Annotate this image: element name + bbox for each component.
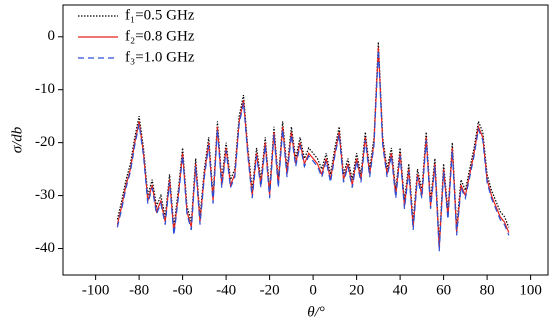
data-line xyxy=(116,49,510,252)
x-tick-label: -100 xyxy=(82,282,110,298)
y-axis-label: σ/db xyxy=(9,126,25,153)
x-tick-label: -20 xyxy=(260,282,280,298)
plot-frame xyxy=(62,4,549,276)
x-tick-label: 100 xyxy=(519,282,542,298)
x-tick-label: 20 xyxy=(349,282,364,298)
legend-label: f₃=1.0 GHz xyxy=(125,49,195,65)
x-tick-label: 40 xyxy=(393,282,408,298)
legend-label: f₁=0.5 GHz xyxy=(125,7,195,23)
x-axis-label: θ/° xyxy=(307,304,325,320)
x-tick-label: -60 xyxy=(173,282,193,298)
x-tick-label: -80 xyxy=(129,282,149,298)
x-tick-label: 60 xyxy=(436,282,451,298)
y-tick-label: -20 xyxy=(35,134,55,150)
x-tick-label: 0 xyxy=(309,282,317,298)
x-tick-label: 80 xyxy=(480,282,495,298)
y-tick-label: -40 xyxy=(35,240,55,256)
y-tick-label: -30 xyxy=(35,187,55,203)
data-line xyxy=(116,47,510,249)
x-tick-label: -40 xyxy=(216,282,236,298)
legend-label: f₂=0.8 GHz xyxy=(125,28,195,44)
y-tick-label: -10 xyxy=(35,81,55,97)
y-tick-label: 0 xyxy=(48,28,56,44)
